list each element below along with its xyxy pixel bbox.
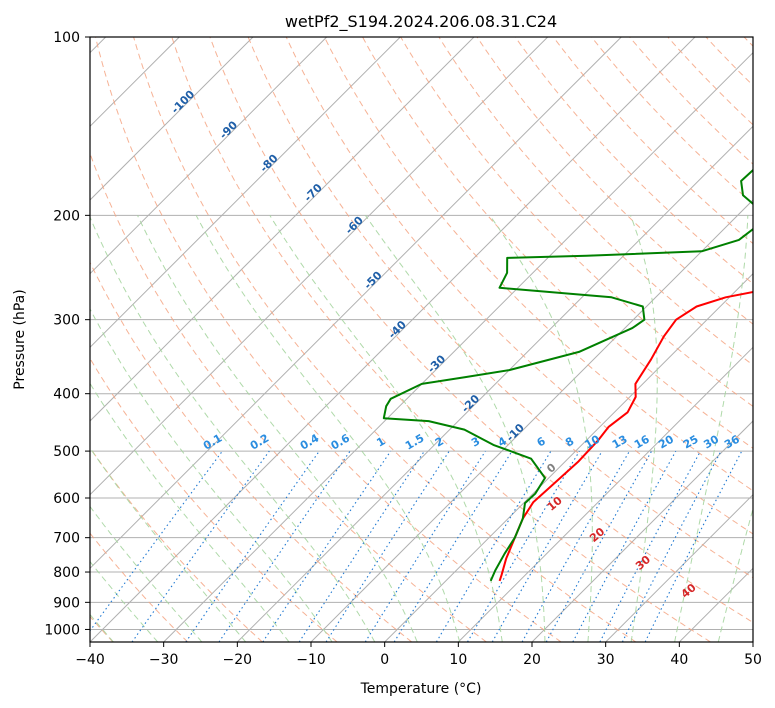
moist-adiabat-line bbox=[195, 215, 461, 642]
x-tick-label: −30 bbox=[149, 652, 179, 668]
x-axis-title: Temperature (°C) bbox=[360, 681, 482, 697]
y-tick-label: 700 bbox=[53, 531, 80, 547]
moist-adiabat-line bbox=[364, 215, 546, 642]
chart-title: wetPf2_S194.2024.206.08.31.C24 bbox=[285, 12, 557, 32]
mixing-ratio-line bbox=[325, 450, 450, 642]
mixing-ratio-line bbox=[393, 450, 513, 642]
moist-adiabat-line bbox=[630, 215, 658, 642]
dry-adiabat-line bbox=[514, 37, 753, 285]
mixing-ratio-line bbox=[572, 450, 677, 642]
isotherm-line bbox=[236, 125, 753, 642]
moist-adiabat-line bbox=[269, 215, 503, 642]
isotherm-line bbox=[384, 272, 753, 642]
dry-adiabat-line bbox=[133, 37, 637, 642]
y-tick-label: 300 bbox=[53, 313, 80, 329]
moist-adiabat-line bbox=[674, 215, 749, 642]
mixing-ratio-line bbox=[298, 450, 425, 642]
mixing-ratio-line bbox=[435, 450, 552, 642]
isotherm-line bbox=[531, 420, 753, 642]
x-tick-label: −40 bbox=[75, 652, 105, 668]
isotherm-line bbox=[457, 346, 753, 642]
mixing-ratio-line bbox=[185, 450, 320, 642]
moist-adiabat-line bbox=[489, 215, 593, 642]
isotherm-line bbox=[90, 37, 254, 201]
x-tick-label: 40 bbox=[670, 652, 688, 668]
moist-adiabat-line bbox=[90, 382, 290, 642]
dry-adiabat-line bbox=[90, 446, 263, 642]
x-tick-label: 10 bbox=[449, 652, 467, 668]
x-tick-label: −10 bbox=[296, 652, 326, 668]
moist-adiabat-line bbox=[90, 215, 376, 642]
isotherm-line bbox=[90, 37, 696, 642]
x-tick-label: 50 bbox=[744, 652, 762, 668]
temperature-profile-line bbox=[498, 290, 753, 582]
mixing-ratio-line bbox=[262, 450, 392, 642]
isotherm-line bbox=[90, 37, 328, 275]
moist-adiabat-line bbox=[90, 308, 333, 642]
mixing-ratio-line bbox=[218, 450, 351, 642]
moist-adiabat-line bbox=[137, 215, 418, 642]
dewpoint-profile-line bbox=[382, 168, 753, 582]
isotherm-line bbox=[605, 493, 753, 642]
dry-adiabat-line bbox=[90, 261, 413, 642]
isotherm-line bbox=[90, 37, 475, 422]
dry-adiabat-line bbox=[95, 37, 562, 642]
y-tick-label: 100 bbox=[53, 30, 80, 46]
y-tick-label: 900 bbox=[53, 595, 80, 611]
y-axis-title: Pressure (hPa) bbox=[12, 289, 28, 389]
y-tick-label: 800 bbox=[53, 565, 80, 581]
x-tick-label: 20 bbox=[523, 652, 541, 668]
isotherm-line bbox=[90, 37, 549, 496]
dry-adiabat-line bbox=[209, 37, 753, 623]
moist-adiabat-line bbox=[90, 447, 247, 642]
y-tick-label: 500 bbox=[53, 444, 80, 460]
mixing-ratio-line bbox=[599, 450, 701, 642]
isotherm-line bbox=[90, 37, 401, 349]
plot-frame bbox=[89, 36, 754, 643]
isotherm-line bbox=[163, 51, 753, 642]
x-tick-label: 30 bbox=[597, 652, 615, 668]
x-tick-label: 0 bbox=[380, 652, 389, 668]
dry-adiabat-line bbox=[90, 357, 338, 642]
dry-adiabat-line bbox=[323, 37, 753, 492]
moist-adiabat-line bbox=[90, 505, 203, 642]
y-tick-label: 600 bbox=[53, 491, 80, 507]
dry-adiabat-line bbox=[247, 37, 753, 579]
dry-adiabat-line bbox=[285, 37, 753, 535]
mixing-ratio-line bbox=[467, 450, 580, 642]
y-tick-label: 400 bbox=[53, 387, 80, 403]
mixing-ratio-line bbox=[364, 450, 486, 642]
y-tick-label: 200 bbox=[53, 208, 80, 224]
dry-adiabat-line bbox=[171, 37, 711, 642]
x-tick-label: −20 bbox=[223, 652, 253, 668]
y-tick-label: 1000 bbox=[44, 622, 80, 638]
